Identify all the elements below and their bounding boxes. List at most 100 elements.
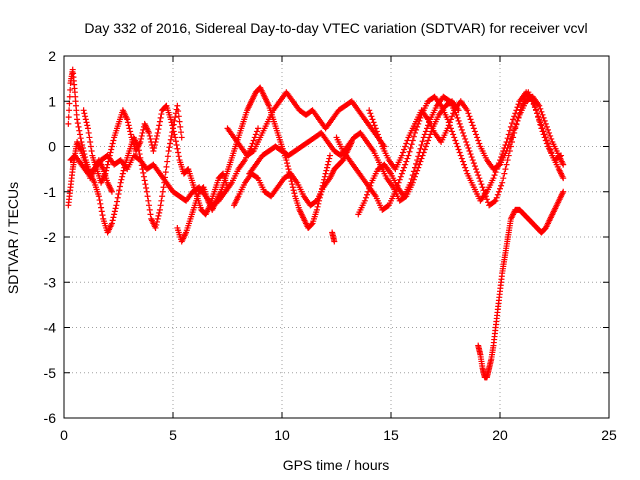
data-point xyxy=(367,182,374,189)
data-point xyxy=(515,101,522,108)
data-point xyxy=(143,188,150,195)
y-axis-label: SDTVAR / TECUs xyxy=(5,182,21,294)
data-point xyxy=(323,167,330,174)
data-point xyxy=(407,179,414,186)
data-point xyxy=(167,116,174,123)
data-point xyxy=(398,170,405,177)
data-point xyxy=(98,208,105,215)
data-point xyxy=(506,127,513,134)
data-point xyxy=(455,146,462,153)
data-point xyxy=(151,145,158,152)
data-point xyxy=(511,113,518,120)
data-point xyxy=(112,205,119,212)
data-point xyxy=(371,122,378,129)
data-point xyxy=(449,128,456,135)
data-point xyxy=(99,212,106,219)
data-point xyxy=(167,140,174,147)
data-point xyxy=(427,131,434,138)
data-point xyxy=(116,183,123,190)
data-point xyxy=(312,198,319,205)
data-point xyxy=(403,158,410,165)
data-point xyxy=(423,140,430,147)
data-point xyxy=(398,152,405,159)
data-point xyxy=(475,137,482,144)
data-point xyxy=(364,191,371,198)
data-point xyxy=(510,116,517,123)
data-point xyxy=(404,137,411,144)
data-point xyxy=(255,125,262,132)
data-point xyxy=(172,114,179,121)
data-point xyxy=(508,132,515,139)
data-point xyxy=(470,160,477,167)
data-point xyxy=(175,149,182,156)
data-point xyxy=(162,169,169,176)
data-point xyxy=(366,107,373,114)
data-point xyxy=(506,138,513,145)
data-point xyxy=(285,166,292,173)
data-point xyxy=(154,215,161,222)
grid-lines xyxy=(64,56,609,418)
data-point xyxy=(444,125,451,132)
data-point xyxy=(462,164,469,171)
data-point xyxy=(421,131,428,138)
data-point xyxy=(475,172,482,179)
data-point xyxy=(408,175,415,182)
data-point xyxy=(467,116,474,123)
data-point xyxy=(151,141,158,148)
data-point xyxy=(158,111,165,118)
data-point xyxy=(96,197,103,204)
data-point xyxy=(542,137,549,144)
data-point xyxy=(457,152,464,159)
data-point xyxy=(503,161,510,168)
data-point xyxy=(376,134,383,141)
data-point xyxy=(453,111,460,118)
data-point xyxy=(467,151,474,158)
y-tick-label: -1 xyxy=(44,184,57,200)
x-tick-label: 20 xyxy=(492,427,508,443)
data-point xyxy=(407,145,414,152)
data-point xyxy=(154,132,161,139)
data-point xyxy=(84,125,91,132)
data-point xyxy=(177,129,184,136)
data-point xyxy=(514,104,521,111)
data-point xyxy=(477,178,484,185)
data-point xyxy=(111,208,118,215)
data-point xyxy=(494,191,501,198)
data-point xyxy=(174,145,181,152)
data-point xyxy=(109,140,116,147)
data-point xyxy=(156,122,163,129)
data-point xyxy=(560,161,567,168)
data-point xyxy=(86,134,93,141)
data-point xyxy=(145,197,152,204)
data-point xyxy=(501,170,508,177)
data-point xyxy=(74,120,81,127)
data-point xyxy=(514,117,521,124)
data-point xyxy=(495,162,502,169)
data-point xyxy=(156,206,163,213)
data-point xyxy=(455,117,462,124)
data-point xyxy=(127,131,134,138)
data-point xyxy=(249,148,256,155)
data-point xyxy=(163,163,170,170)
data-point xyxy=(171,131,178,138)
data-point xyxy=(117,179,124,186)
data-point xyxy=(476,140,483,147)
data-point xyxy=(325,158,332,165)
data-point xyxy=(167,136,174,143)
data-point xyxy=(490,175,497,182)
data-point xyxy=(421,146,428,153)
data-point xyxy=(497,185,503,192)
data-point xyxy=(465,145,472,152)
data-point xyxy=(402,143,409,150)
data-point xyxy=(119,173,126,180)
data-point xyxy=(370,119,377,126)
data-point xyxy=(425,137,432,144)
data-point xyxy=(541,134,548,141)
data-point xyxy=(507,135,514,142)
data-point xyxy=(384,203,391,210)
series-track-c xyxy=(80,102,231,218)
data-point xyxy=(449,113,456,120)
data-point xyxy=(173,141,180,148)
data-point xyxy=(97,200,104,207)
data-point xyxy=(108,143,115,150)
